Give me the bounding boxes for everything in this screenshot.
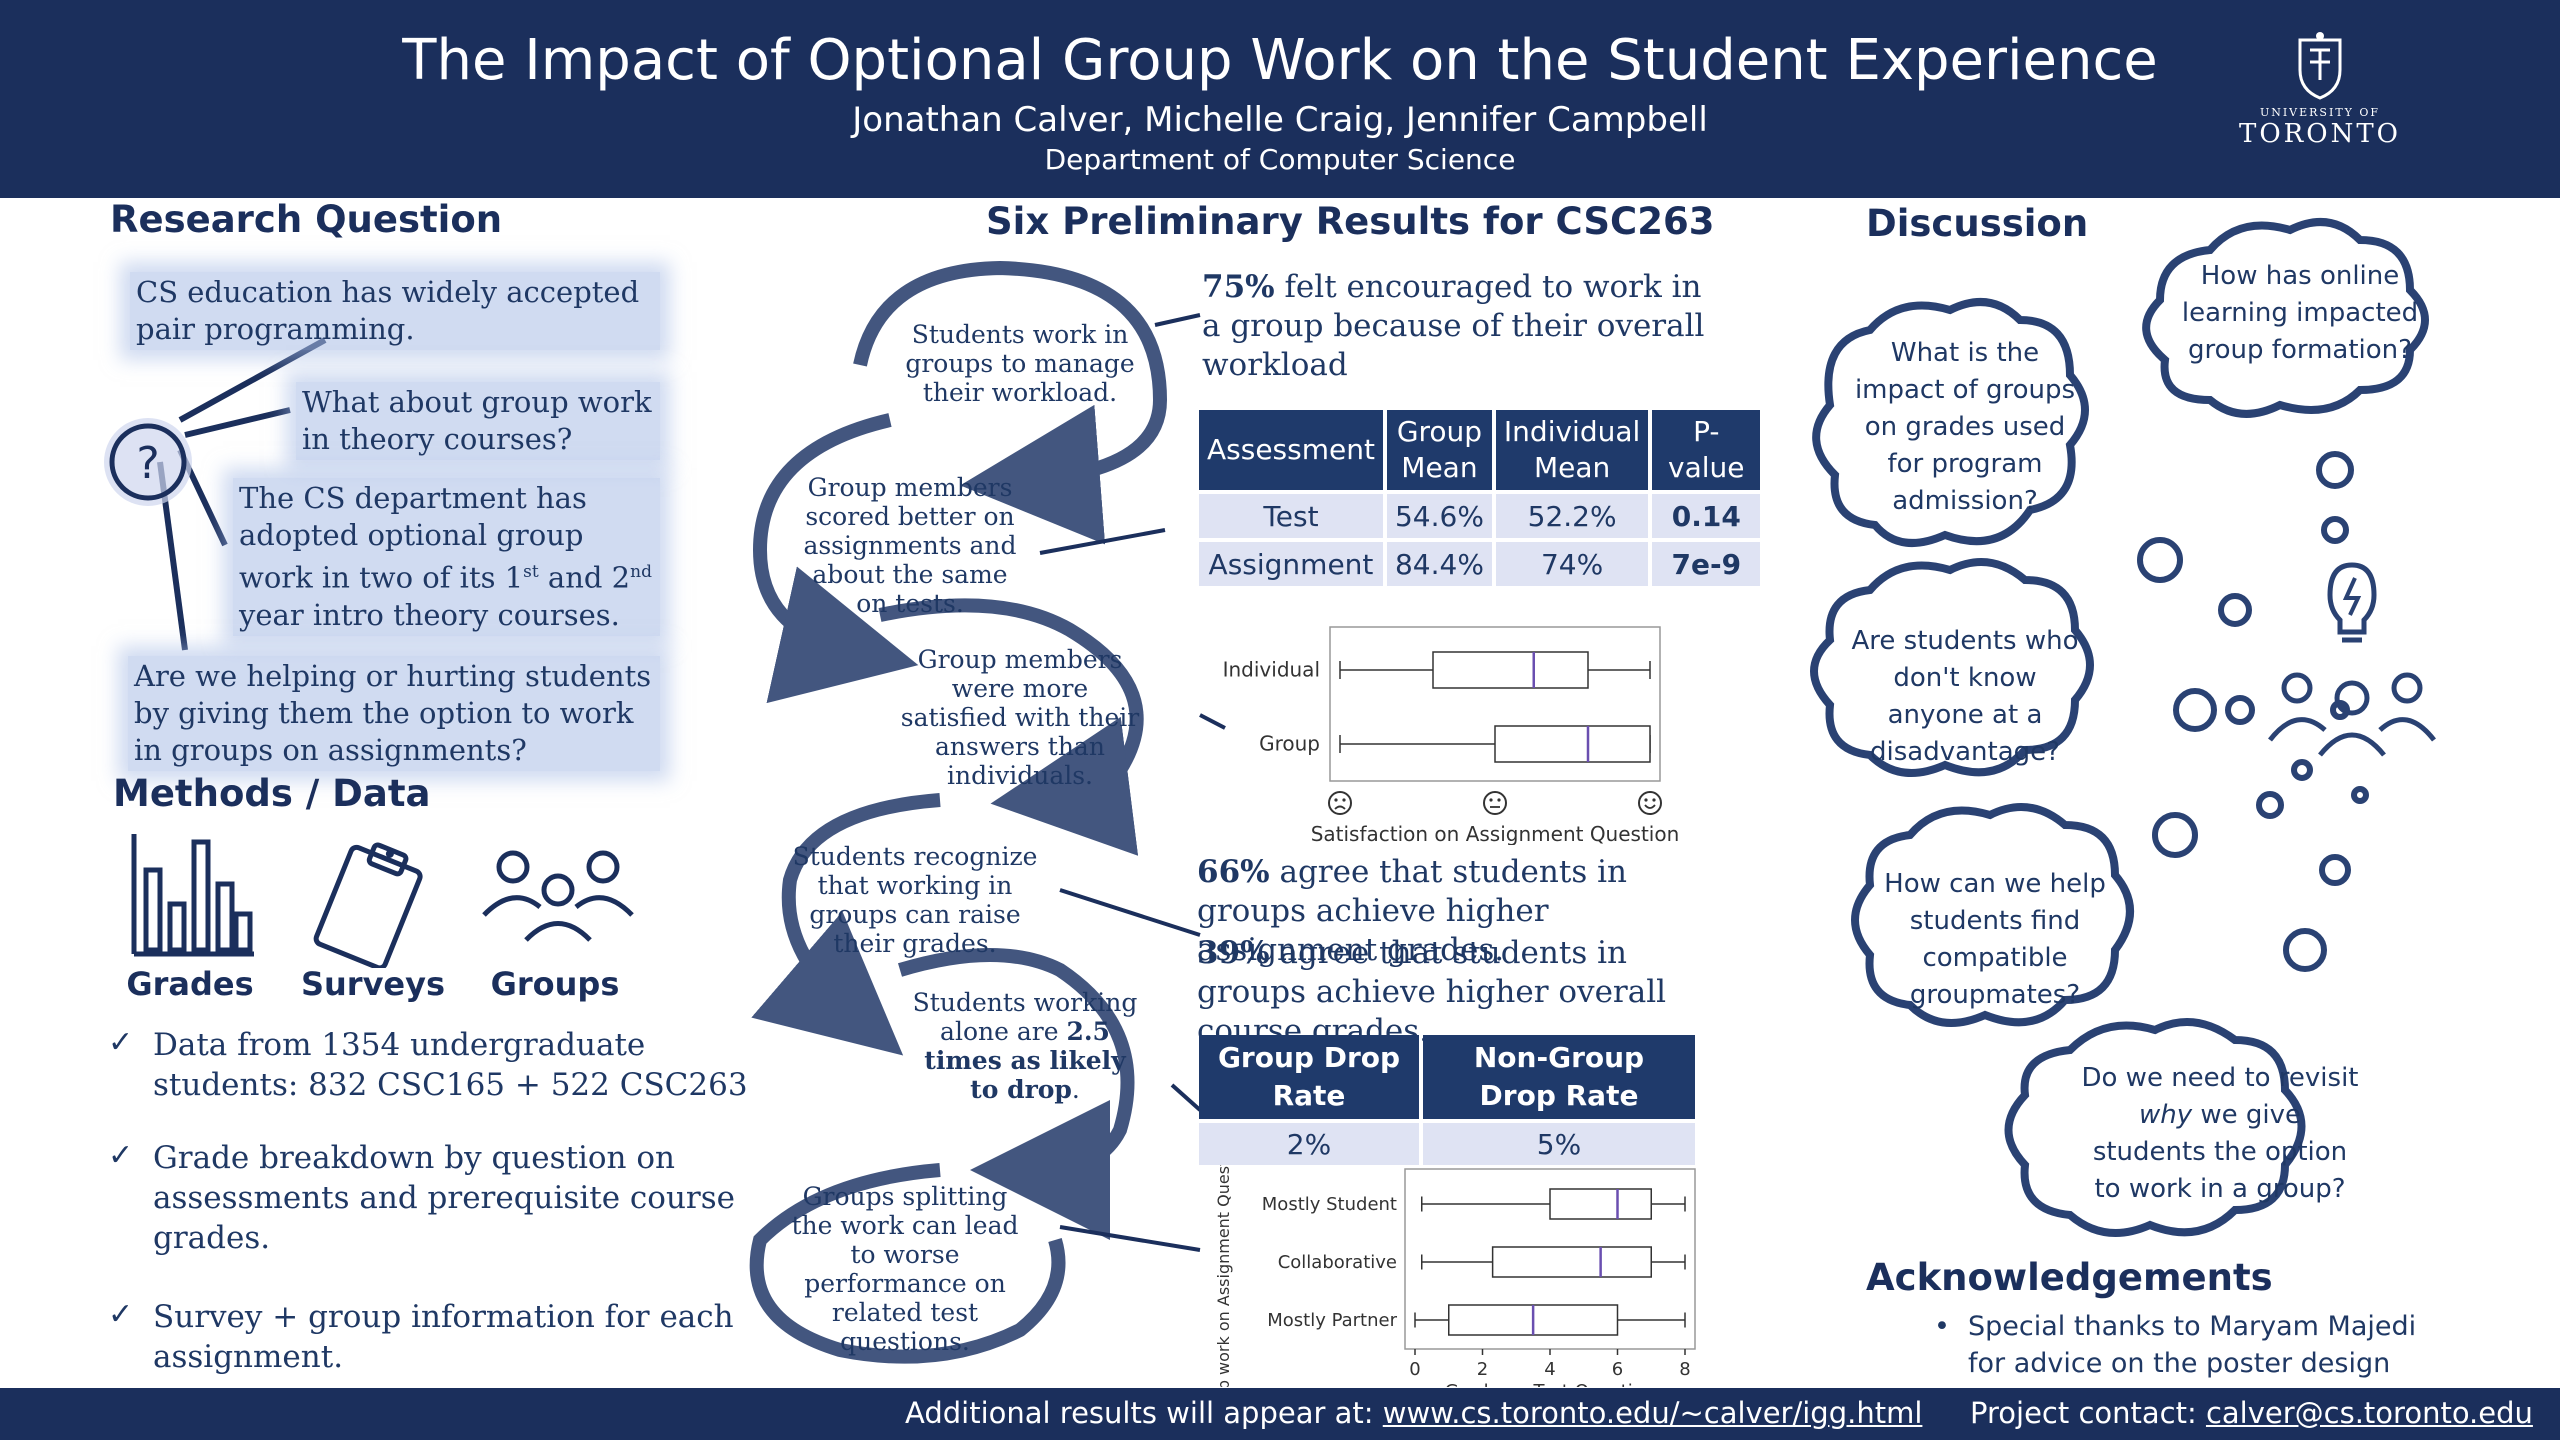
- discussion-heading: Discussion: [1866, 202, 2089, 245]
- x-tick-label: 6: [1612, 1359, 1623, 1380]
- university-logo: UNIVERSITY OF TORONTO: [2220, 30, 2420, 170]
- ack-bullet: •: [1934, 1311, 1950, 1342]
- box: [1432, 651, 1589, 689]
- research-box-department-adopted: The CS department has adopted optional g…: [233, 478, 660, 636]
- table-row: Test 54.6% 52.2% 0.14: [1199, 494, 1761, 538]
- check-icon: ✓: [108, 1025, 134, 1060]
- method-item-survey: Survey + group information for each assi…: [153, 1299, 734, 1375]
- face-eye: [1652, 798, 1656, 802]
- method-label-surveys: Surveys: [300, 965, 446, 1003]
- cloud-revisit-why: Do we need to revisit why we give studen…: [2081, 1063, 2359, 1204]
- results-arc-flow: [749, 260, 1226, 1364]
- ack-text: Special thanks to Maryam Majedi for advi…: [1968, 1311, 2417, 1379]
- category-label: Mostly Student: [1262, 1194, 1397, 1215]
- table-row: Assignment 84.4% 74% 7e-9: [1199, 542, 1761, 586]
- result-arc-5: Students working alone are 2.5 times as …: [912, 988, 1138, 1104]
- poster-authors: Jonathan Calver, Michelle Craig, Jennife…: [852, 100, 1708, 140]
- result-arc-3: Group members were more satisfied with t…: [900, 645, 1140, 790]
- clipboard-icon: [313, 842, 423, 968]
- result-arc-2: Group members scored better on assignmen…: [803, 473, 1017, 618]
- box: [1494, 725, 1651, 763]
- face-eye: [1644, 798, 1648, 802]
- cloud-program-admission: What is the impact of groups on grades u…: [1854, 338, 2076, 516]
- contact-email-link[interactable]: calver@cs.toronto.edu: [2205, 1396, 2533, 1430]
- method-label-grades: Grades: [126, 965, 254, 1003]
- face-eye: [1334, 798, 1338, 802]
- face-eye: [1342, 798, 1346, 802]
- methods-heading: Methods / Data: [113, 772, 431, 815]
- category-label: Mostly Partner: [1267, 1310, 1397, 1331]
- table-row: 2% 5%: [1199, 1123, 1695, 1165]
- result-arc-6: Groups splitting the work can lead to wo…: [791, 1182, 1019, 1356]
- grades-table-header: Assessment Group Mean Individual Mean P-…: [1199, 410, 1761, 490]
- footer-contact-info: Project contact: calver@cs.toronto.edu: [1970, 1396, 2533, 1430]
- x-tick-label: 2: [1477, 1359, 1488, 1380]
- results-heading: Six Preliminary Results for CSC263: [986, 200, 1715, 243]
- question-mark-icon: ?: [136, 438, 159, 489]
- category-label: Collaborative: [1278, 1252, 1397, 1273]
- check-icon: ✓: [108, 1297, 134, 1332]
- x-axis-label: Grade on Test Question: [1445, 1381, 1655, 1387]
- result-arc-1: Students work in groups to manage their …: [905, 320, 1135, 407]
- logo-small-text: UNIVERSITY OF: [2259, 106, 2381, 119]
- bar-chart-icon: [131, 834, 254, 957]
- result-arc-4: Students recognize that working in group…: [792, 842, 1038, 958]
- check-icon: ✓: [108, 1138, 134, 1173]
- stat-assignment-grades: 66% agree that students in groups achiev…: [1197, 854, 1627, 968]
- poster-title: The Impact of Optional Group Work on the…: [402, 28, 2158, 93]
- footer-results-label: Additional results will appear at:: [905, 1396, 1383, 1430]
- box: [1549, 1188, 1652, 1220]
- poster-department: Department of Computer Science: [1044, 143, 1516, 176]
- acknowledgements-heading: Acknowledgements: [1866, 1256, 2273, 1299]
- research-box-theory-courses: What about group work in theory courses?: [296, 382, 660, 460]
- footer-contact-label: Project contact:: [1970, 1396, 2206, 1430]
- neutral-face-icon: [1483, 791, 1507, 815]
- grade-boxplot: Mostly Student Collaborative Mostly Partne…: [1214, 1165, 1696, 1387]
- happy-face-icon: [1638, 791, 1662, 815]
- crest-icon: [2298, 32, 2342, 100]
- satisfaction-boxplot: Individual Group Satisfaction on Assignmen…: [1223, 626, 1680, 845]
- cloud-dont-know-anyone: Are students who don't know anyone at a …: [1851, 626, 2079, 767]
- face-eye: [1489, 798, 1493, 802]
- research-question-heading: Research Question: [110, 198, 503, 241]
- research-box-pair-programming: CS education has widely accepted pair pr…: [130, 272, 660, 350]
- box: [1491, 1246, 1652, 1278]
- plot-frame: [1329, 626, 1661, 782]
- method-label-groups: Groups: [490, 965, 620, 1003]
- x-tick-label: 4: [1544, 1359, 1555, 1380]
- research-box-helping-or-hurting: Are we helping or hurting students by gi…: [128, 656, 660, 771]
- cloud-compatible-groupmates: How can we help students find compatible…: [1884, 869, 2106, 1010]
- poster-header: The Impact of Optional Group Work on the…: [0, 0, 2560, 198]
- x-axis-label: Satisfaction on Assignment Question: [1311, 822, 1680, 845]
- y-axis-label: Group work on Assignment Question: [1214, 1165, 1233, 1387]
- sad-face-icon: [1328, 791, 1352, 815]
- x-tick-label: 0: [1409, 1359, 1420, 1380]
- footer-results-info: Additional results will appear at: www.c…: [905, 1396, 1922, 1430]
- method-item-data: Data from 1354 undergraduate students: 8…: [153, 1027, 748, 1103]
- category-label: Group: [1259, 732, 1320, 756]
- x-tick-label: 8: [1679, 1359, 1690, 1380]
- category-label: Individual: [1223, 658, 1320, 682]
- drop-rate-table: Group Drop Rate Non-Group Drop Rate 2% 5…: [1195, 1031, 1699, 1169]
- drop-rate-header: Group Drop Rate Non-Group Drop Rate: [1199, 1035, 1695, 1119]
- stat-workload: 75% felt encouraged to work in a group b…: [1202, 269, 1705, 383]
- cloud-online-learning: How has online learning impacted group f…: [2181, 261, 2419, 365]
- lightbulb-people-icon: [2268, 562, 2436, 757]
- research-connector-lines: ?: [104, 337, 327, 651]
- face-mouth: [1644, 804, 1656, 809]
- people-group-icon: [482, 850, 634, 942]
- method-item-grade-breakdown: Grade breakdown by question on assessmen…: [153, 1140, 735, 1256]
- logo-big-text: TORONTO: [2239, 119, 2401, 149]
- face-mouth: [1334, 805, 1346, 810]
- grades-table: Assessment Group Mean Individual Mean P-…: [1195, 406, 1764, 590]
- results-link[interactable]: www.cs.toronto.edu/~calver/igg.html: [1382, 1396, 1923, 1430]
- poster-footer: Additional results will appear at: www.c…: [0, 1388, 2560, 1440]
- thought-clouds: [1810, 218, 2436, 1237]
- face-eye: [1497, 798, 1501, 802]
